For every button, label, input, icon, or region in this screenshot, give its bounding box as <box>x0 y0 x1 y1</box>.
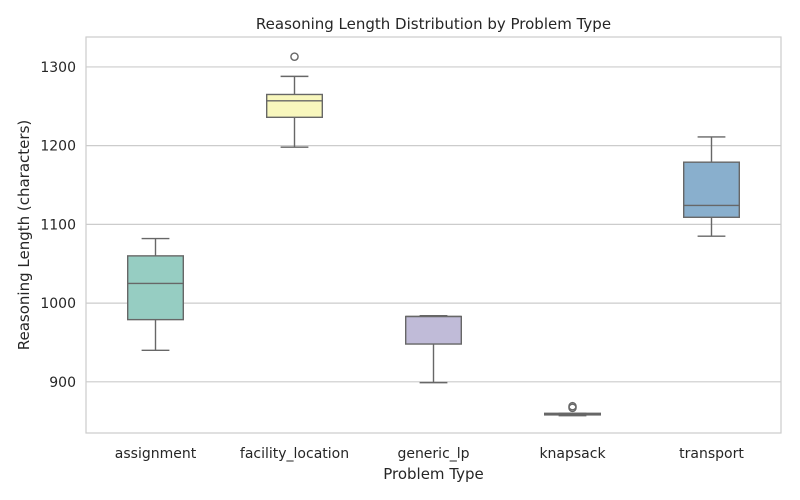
x-tick-labels: assignment facility_location generic_lp kna… <box>115 446 745 462</box>
box-assignment <box>126 237 184 352</box>
y-tick-label: 1000 <box>40 296 76 312</box>
y-tick-labels: 900 1000 1100 1200 1300 <box>40 60 76 391</box>
chart-title: Reasoning Length Distribution by Problem… <box>256 15 611 33</box>
y-tick-label: 1300 <box>40 60 76 76</box>
plot-frame <box>85 36 782 434</box>
gridlines <box>86 66 781 383</box>
box-generic_lp <box>405 314 463 384</box>
x-tick-label: assignment <box>115 446 197 462</box>
box-knapsack <box>544 401 602 417</box>
box-iqr <box>266 93 324 119</box>
outlier-point <box>568 401 577 411</box>
box-iqr <box>683 161 741 218</box>
box-iqr <box>405 315 463 345</box>
box-iqr <box>126 255 184 321</box>
x-axis-title: Problem Type <box>383 465 484 483</box>
y-tick-label: 1200 <box>40 139 76 155</box>
x-tick-label: facility_location <box>240 446 349 462</box>
y-tick-label: 1100 <box>40 217 76 233</box>
x-tick-label: transport <box>679 446 744 462</box>
boxes-group <box>126 52 741 417</box>
box-facility_location <box>266 52 324 148</box>
x-tick-label: generic_lp <box>397 446 469 462</box>
outlier-point <box>290 52 299 61</box>
y-axis-title: Reasoning Length (characters) <box>15 120 33 351</box>
box-transport <box>683 136 741 237</box>
x-tick-label: knapsack <box>539 446 606 462</box>
y-tick-label: 900 <box>49 375 76 391</box>
